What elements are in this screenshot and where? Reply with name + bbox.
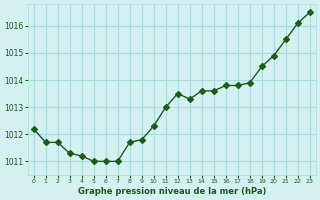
X-axis label: Graphe pression niveau de la mer (hPa): Graphe pression niveau de la mer (hPa) [77, 187, 266, 196]
